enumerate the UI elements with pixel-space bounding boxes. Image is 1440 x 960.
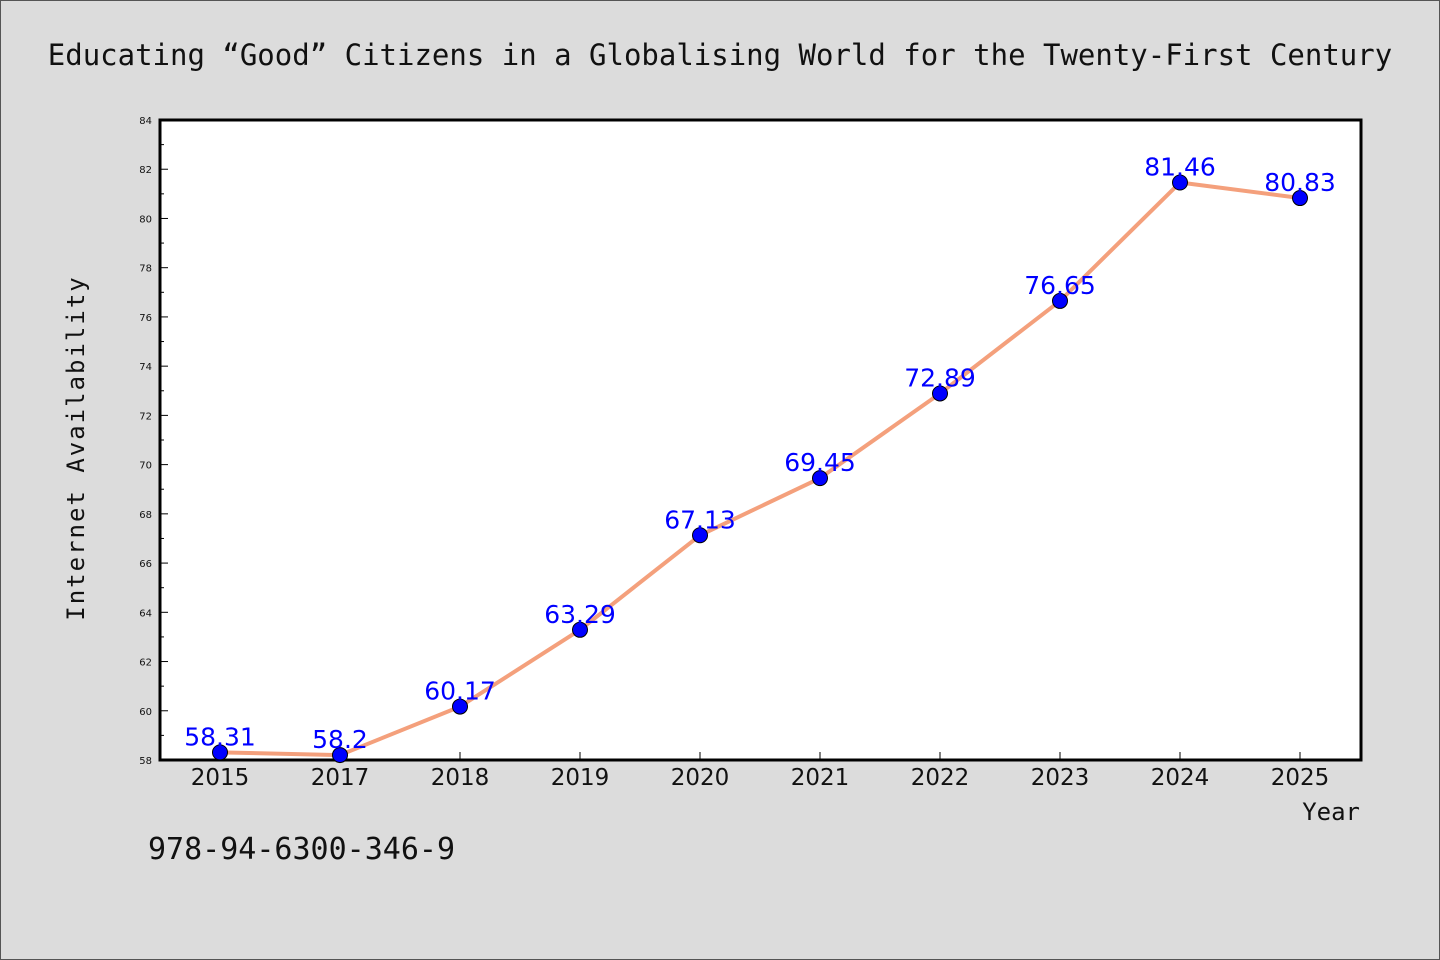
y-axis: 58 60 62 64 66 68 70 72 74 76 78 80 82 84 — [139, 116, 168, 767]
x-axis: 2015 2017 2018 2019 2020 2021 2022 2023 2024 2025 — [191, 752, 1330, 791]
y-axis-label: Internet Availability — [62, 275, 90, 620]
data-label: 81.46 — [1144, 153, 1216, 182]
data-point — [932, 385, 948, 402]
plot-area — [158, 118, 1363, 762]
x-tick-label: 2021 — [791, 765, 850, 791]
x-tick-label: 2017 — [311, 765, 370, 791]
y-tick-label: 76 — [139, 313, 152, 324]
y-tick-label: 58 — [139, 756, 152, 767]
x-tick-label: 2019 — [551, 765, 610, 791]
x-tick-label: 2023 — [1031, 765, 1090, 791]
data-label: 63.29 — [544, 600, 616, 629]
y-tick-label: 68 — [139, 510, 152, 521]
y-tick-label: 78 — [139, 264, 152, 275]
data-point — [1172, 174, 1188, 191]
series-group — [212, 174, 1308, 764]
data-label: 58.31 — [184, 722, 256, 751]
data-point — [1292, 190, 1308, 207]
data-point — [1052, 292, 1068, 309]
data-point — [692, 527, 708, 544]
data-label: 72.89 — [904, 363, 976, 392]
x-tick-label: 2020 — [671, 765, 730, 791]
x-tick-label: 2022 — [911, 765, 970, 791]
y-tick-label: 64 — [139, 608, 152, 619]
data-label: 60.17 — [424, 677, 496, 706]
x-axis-label: Year — [1302, 798, 1360, 826]
series-line — [218, 180, 1302, 758]
data-point — [332, 747, 348, 764]
y-tick-label: 70 — [139, 461, 152, 472]
y-tick-label: 62 — [139, 658, 152, 669]
isbn-text: 978-94-6300-346-9 — [148, 832, 456, 867]
data-label: 67.13 — [664, 505, 736, 534]
data-point — [212, 744, 228, 761]
x-tick-label: 2015 — [191, 765, 250, 791]
data-label: 58.2 — [312, 725, 368, 754]
data-label: 76.65 — [1024, 271, 1096, 300]
x-tick-label: 2025 — [1271, 765, 1330, 791]
data-label: 80.83 — [1264, 168, 1336, 197]
data-point — [452, 698, 468, 715]
chart-title: Educating “Good” Citizens in a Globalisi… — [47, 38, 1393, 72]
y-tick-label: 82 — [139, 165, 152, 176]
data-point — [812, 470, 828, 487]
y-tick-label: 72 — [139, 411, 152, 422]
y-tick-label: 80 — [139, 214, 152, 225]
data-labels: 58.31 58.2 60.17 63.29 67.13 69.45 72.89 76.65 8… — [184, 153, 1336, 755]
data-point — [572, 621, 588, 638]
data-label: 69.45 — [784, 448, 856, 477]
y-tick-label: 84 — [139, 116, 152, 127]
y-tick-label: 60 — [139, 707, 152, 718]
x-tick-label: 2024 — [1151, 765, 1210, 791]
y-tick-label: 74 — [139, 362, 152, 373]
x-tick-label: 2018 — [431, 765, 490, 791]
y-tick-label: 66 — [139, 559, 152, 570]
